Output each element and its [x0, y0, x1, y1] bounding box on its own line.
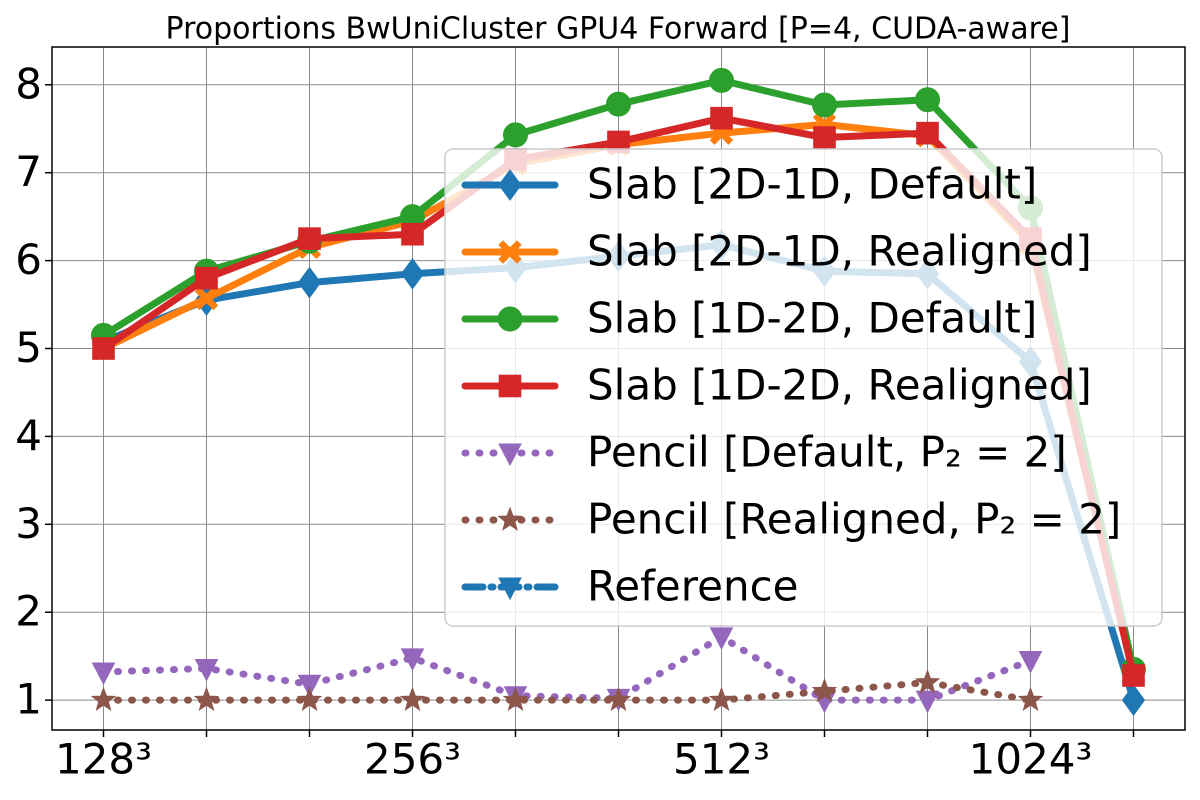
- marker: [502, 686, 529, 711]
- marker: [194, 658, 219, 682]
- marker: [298, 227, 321, 250]
- y-tick-label: 3: [15, 499, 42, 548]
- legend-box: [444, 148, 1163, 627]
- marker: [498, 240, 522, 264]
- marker: [811, 677, 838, 703]
- y-tick-label: 8: [15, 59, 42, 108]
- marker: [498, 169, 522, 201]
- marker: [401, 222, 424, 246]
- plot-frame: [51, 46, 1186, 731]
- y-tick-label: 7: [15, 147, 42, 196]
- marker: [813, 126, 836, 149]
- y-tick-label: 4: [15, 411, 42, 460]
- y-tick-label: 1: [15, 675, 42, 724]
- legend-label: Slab [1D-2D, Realigned]: [587, 361, 1092, 410]
- marker: [1122, 664, 1145, 687]
- marker: [498, 443, 522, 467]
- marker: [297, 266, 322, 299]
- y-tick-label: 5: [15, 323, 42, 372]
- marker: [1017, 686, 1044, 711]
- marker: [709, 627, 734, 650]
- marker: [812, 92, 837, 118]
- marker: [297, 674, 322, 698]
- marker: [195, 266, 218, 290]
- marker: [296, 686, 323, 711]
- legend-label: Pencil [Realigned, P₂ = 2]: [587, 495, 1121, 544]
- x-tick-label: 256³: [364, 735, 461, 784]
- marker: [400, 648, 425, 671]
- marker: [92, 337, 115, 360]
- marker: [708, 686, 735, 711]
- x-tick-label: 128³: [55, 735, 152, 784]
- marker: [399, 686, 426, 711]
- chart-title: Proportions BwUniCluster GPU4 Forward [P…: [166, 12, 1071, 47]
- legend-label: Reference: [587, 562, 799, 611]
- marker: [497, 306, 523, 332]
- marker: [710, 106, 733, 130]
- marker: [498, 577, 522, 601]
- x-tick-label: 1024³: [969, 735, 1093, 784]
- legend-label: Slab [1D-2D, Default]: [587, 294, 1037, 343]
- legend: Slab [2D-1D, Default] Slab [2D-1D, Realig…: [444, 148, 1163, 627]
- marker: [400, 257, 425, 290]
- marker: [914, 669, 941, 694]
- marker: [915, 87, 940, 113]
- legend-label: Pencil [Default, P₂ = 2]: [587, 428, 1067, 477]
- y-tick-label: 6: [15, 235, 42, 284]
- marker: [194, 286, 219, 311]
- marker: [503, 122, 528, 148]
- legend-label: Slab [2D-1D, Realigned]: [587, 227, 1092, 276]
- marker: [709, 67, 734, 93]
- y-tick-label: 2: [15, 587, 42, 636]
- marker: [1121, 684, 1146, 716]
- marker: [915, 690, 940, 714]
- marker: [916, 121, 939, 145]
- marker: [193, 686, 220, 711]
- marker: [1018, 651, 1043, 674]
- marker: [498, 374, 522, 398]
- series-line: [100, 633, 1034, 704]
- series-line: [100, 679, 1034, 704]
- x-tick-label: 512³: [673, 735, 770, 784]
- marker: [90, 686, 117, 711]
- marker: [606, 91, 631, 117]
- marker: [605, 686, 632, 711]
- marker: [497, 506, 523, 531]
- legend-label: Slab [2D-1D, Default]: [587, 160, 1037, 209]
- marker: [91, 662, 116, 686]
